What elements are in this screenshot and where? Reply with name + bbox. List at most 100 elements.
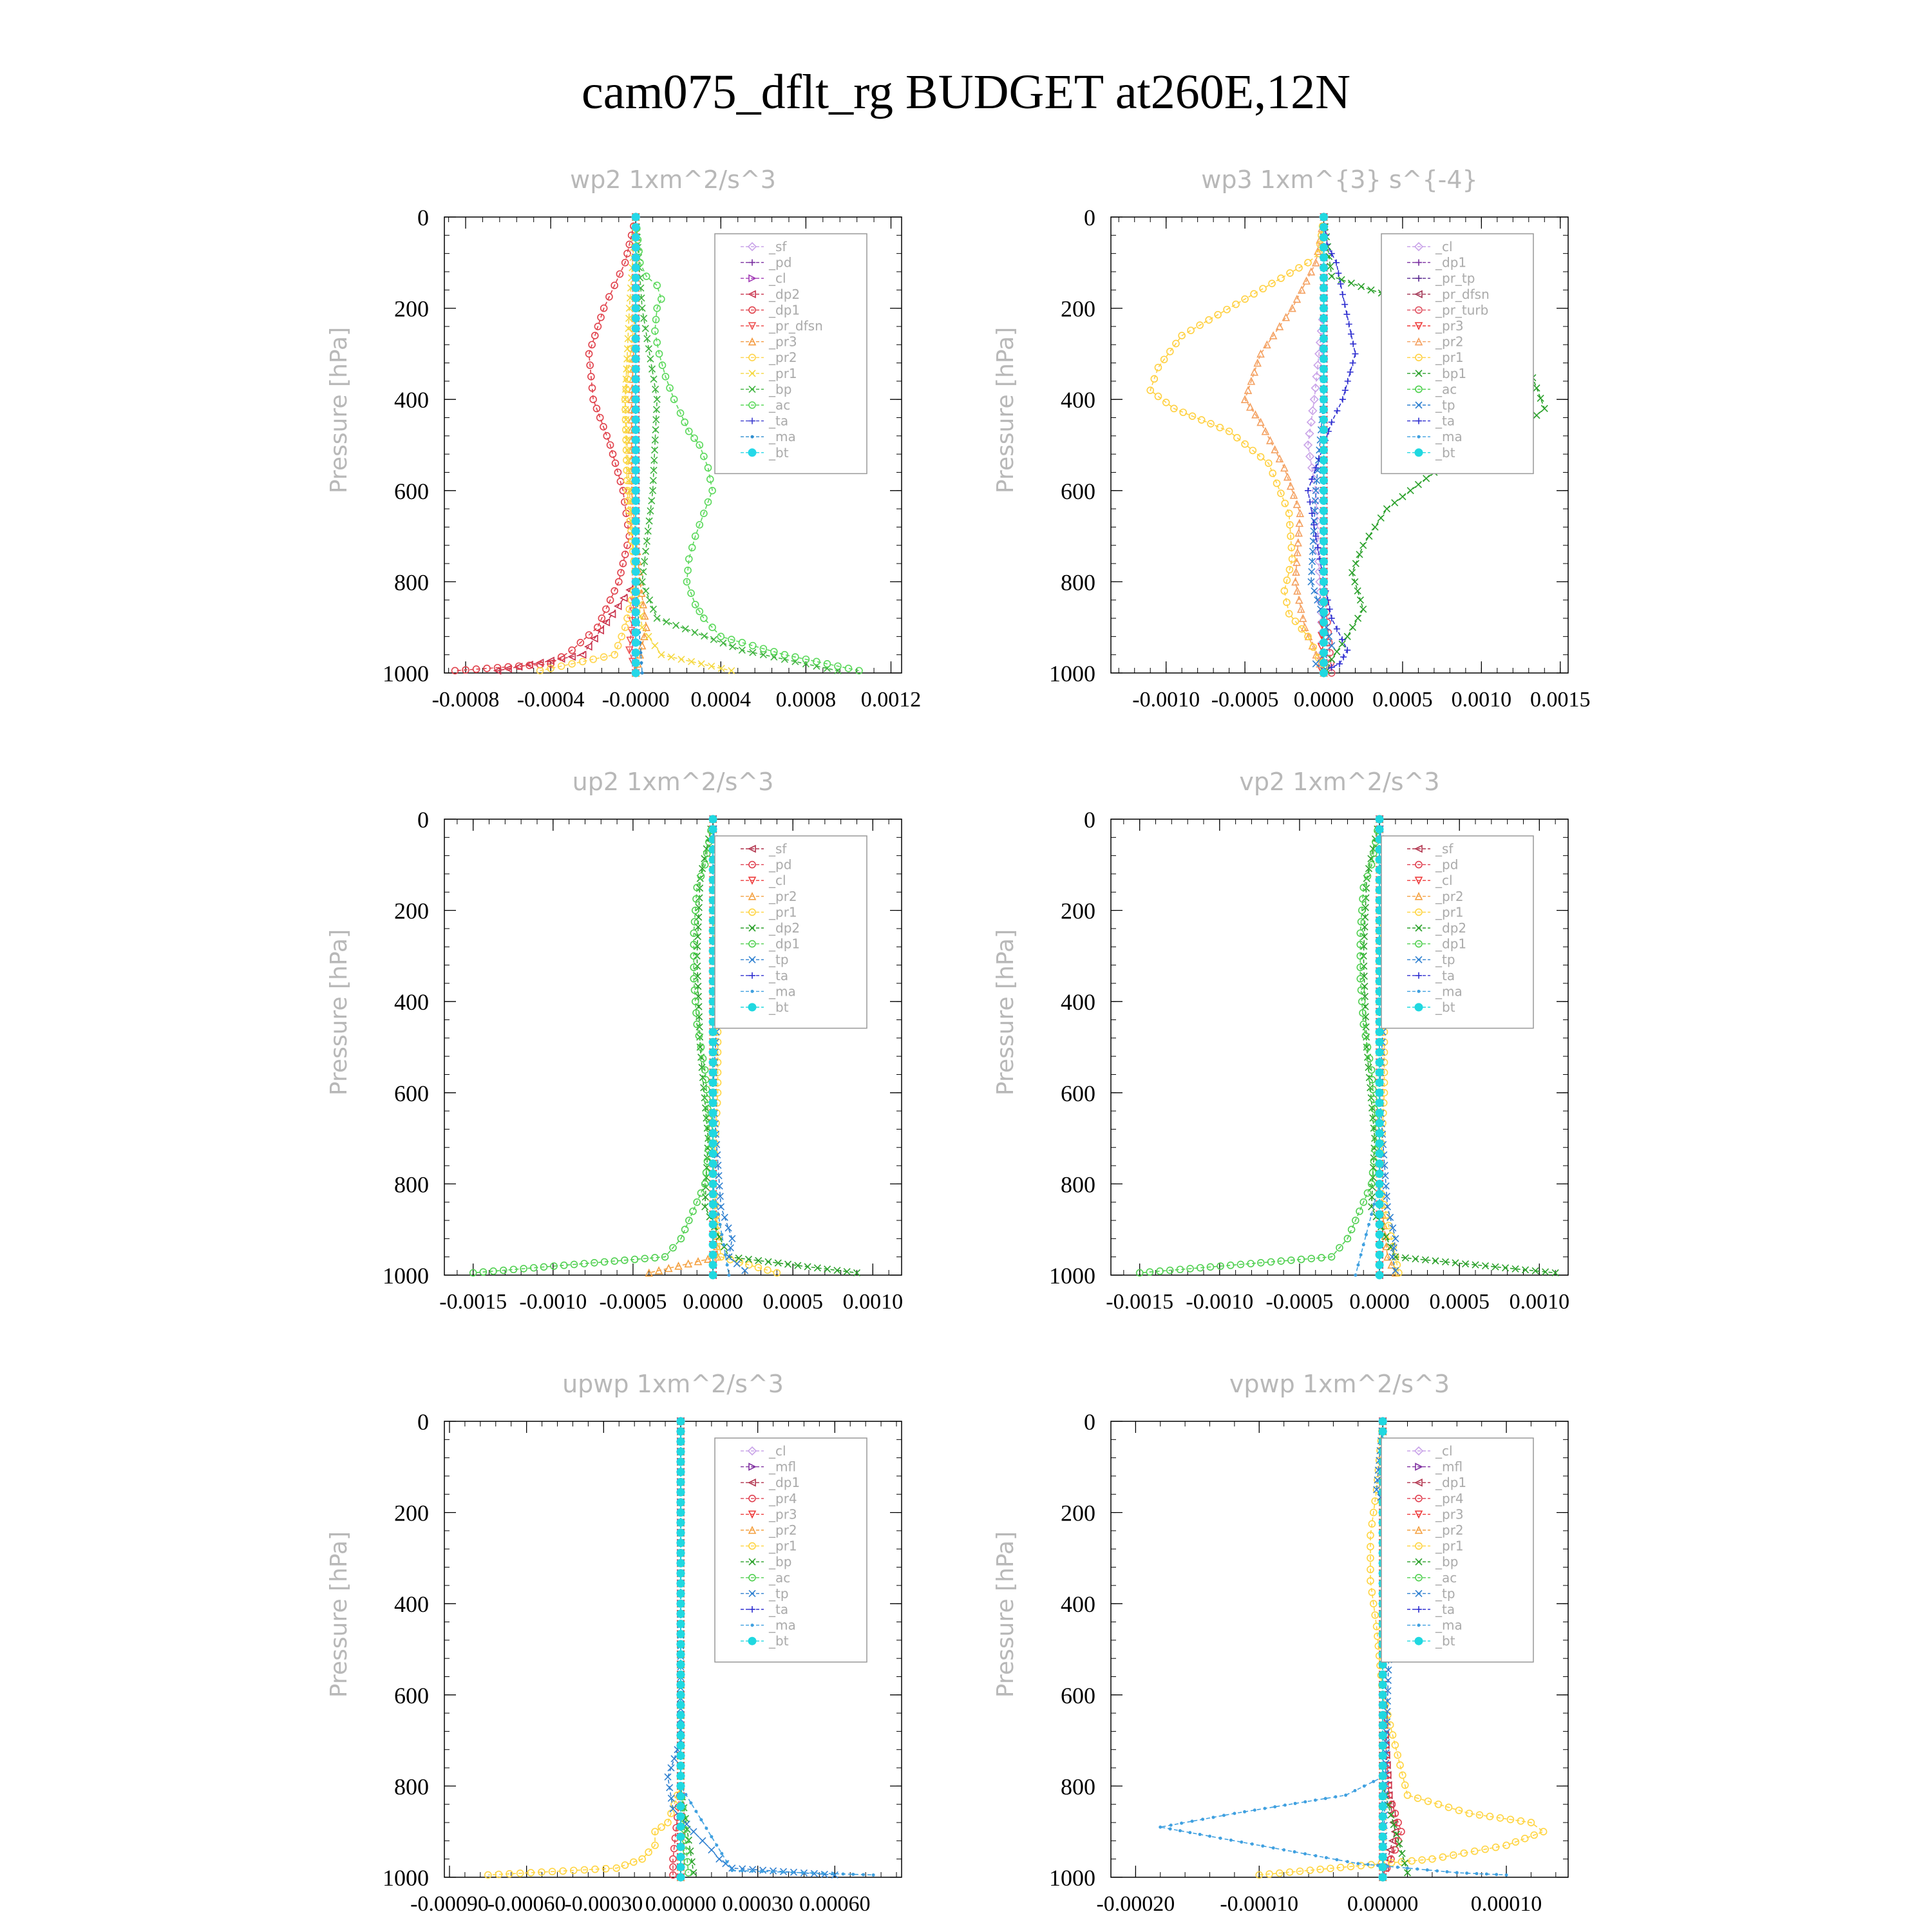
legend-swatch-marker xyxy=(748,876,757,885)
data-point xyxy=(676,1862,685,1871)
data-point xyxy=(623,426,630,433)
y-tick-label: 800 xyxy=(394,1171,429,1197)
data-point xyxy=(1323,1797,1327,1801)
data-point xyxy=(1288,555,1296,563)
data-point xyxy=(631,587,640,596)
data-point xyxy=(750,1869,754,1873)
legend-label: _pr4 xyxy=(768,1491,797,1506)
legend-label: _bt xyxy=(1435,445,1455,460)
data-point xyxy=(1320,476,1329,485)
data-point xyxy=(708,623,716,632)
data-point xyxy=(1375,1179,1384,1188)
data-point xyxy=(594,323,602,330)
data-point xyxy=(1539,1828,1548,1835)
y-tick-label: 200 xyxy=(394,898,429,924)
data-point xyxy=(715,1182,723,1190)
legend-item: _pr3 xyxy=(741,334,797,350)
data-point xyxy=(1205,316,1213,324)
legend-item: _ac xyxy=(1407,381,1457,397)
y-tick-label: 200 xyxy=(394,1501,429,1526)
data-point xyxy=(708,1108,717,1117)
data-point xyxy=(653,614,661,622)
data-point xyxy=(708,1220,717,1229)
data-point xyxy=(690,986,699,994)
data-point xyxy=(1320,213,1329,222)
data-point xyxy=(723,1253,727,1257)
data-point xyxy=(694,983,702,990)
data-point xyxy=(1334,407,1341,414)
data-point xyxy=(631,334,640,343)
data-point xyxy=(861,1873,865,1877)
data-point xyxy=(1256,417,1265,426)
data-point xyxy=(1178,1829,1182,1833)
data-point xyxy=(708,1048,717,1057)
series-pr1 xyxy=(484,1417,685,1879)
data-point xyxy=(717,1203,725,1211)
data-point xyxy=(1320,294,1329,303)
data-point xyxy=(708,1078,717,1087)
series-group xyxy=(451,212,863,678)
data-point xyxy=(708,1240,717,1249)
series-bt xyxy=(631,213,640,677)
data-point xyxy=(631,425,640,434)
data-point xyxy=(652,426,659,433)
data-point xyxy=(655,350,663,358)
x-tick-label: -0.0010 xyxy=(519,1290,587,1314)
data-point xyxy=(1249,446,1257,455)
legend: _sf_pd_cl_pr2_pr1_dp2_dp1_tp_ta_ma_bt xyxy=(714,835,867,1029)
data-point xyxy=(1372,1779,1376,1783)
x-tick-label: 0.0005 xyxy=(762,1290,823,1314)
data-point xyxy=(685,1217,693,1224)
data-point xyxy=(704,498,712,506)
data-point xyxy=(692,1009,700,1017)
data-point xyxy=(1375,815,1384,824)
data-point xyxy=(1307,498,1314,506)
data-point xyxy=(720,1852,724,1855)
data-point xyxy=(621,406,629,413)
data-point xyxy=(791,653,799,661)
data-point xyxy=(509,1265,518,1274)
data-point xyxy=(1225,427,1233,435)
data-point xyxy=(701,1066,709,1074)
data-point xyxy=(1328,664,1335,671)
data-point xyxy=(716,1193,724,1200)
data-point xyxy=(1241,440,1249,448)
data-point xyxy=(1375,1129,1384,1138)
data-point xyxy=(1366,1862,1370,1866)
data-point xyxy=(1320,577,1329,586)
data-point xyxy=(738,638,746,647)
data-point xyxy=(1320,618,1329,627)
data-point xyxy=(727,1273,731,1277)
legend-label: _pr_dfsn xyxy=(1435,287,1490,302)
data-point xyxy=(631,273,640,282)
data-point xyxy=(1324,1856,1328,1860)
data-point xyxy=(631,345,640,354)
data-point xyxy=(1320,334,1329,343)
data-point xyxy=(1265,459,1273,468)
data-point xyxy=(1308,406,1318,416)
data-point xyxy=(1333,625,1340,632)
data-point xyxy=(1241,295,1249,303)
data-point xyxy=(639,651,643,655)
data-point xyxy=(1283,598,1291,607)
data-point xyxy=(693,1198,701,1206)
data-point xyxy=(1256,453,1265,461)
data-point xyxy=(1320,516,1329,526)
data-point xyxy=(570,1260,578,1269)
data-point xyxy=(664,1264,673,1273)
data-point xyxy=(631,324,640,333)
data-point xyxy=(1320,345,1329,354)
data-point xyxy=(1309,643,1317,651)
data-point xyxy=(1364,1233,1368,1236)
data-point xyxy=(623,436,631,444)
data-point xyxy=(1172,339,1180,348)
legend-label: _dp1 xyxy=(768,302,800,317)
series-line xyxy=(635,216,860,672)
legend-label: _dp1 xyxy=(1435,936,1466,952)
series-dp1 xyxy=(451,213,640,675)
data-point xyxy=(773,1269,781,1277)
data-point xyxy=(1375,1210,1384,1219)
data-point xyxy=(676,1620,685,1629)
plot-frame xyxy=(444,216,902,674)
data-point xyxy=(1533,384,1540,392)
